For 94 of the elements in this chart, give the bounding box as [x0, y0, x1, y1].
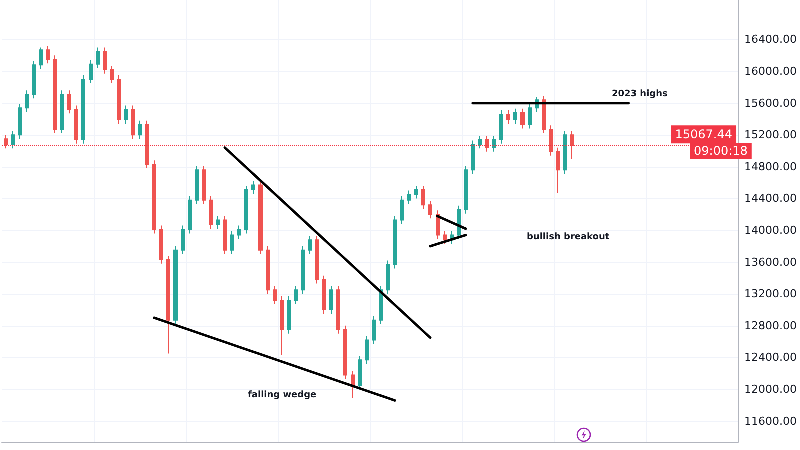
- candlestick: [195, 166, 199, 205]
- candlestick: [443, 230, 447, 245]
- candlestick: [492, 135, 496, 152]
- y-tick-label: 15600.00: [744, 96, 798, 110]
- candlestick: [96, 47, 100, 69]
- candlestick: [251, 180, 255, 194]
- y-tick-label: 16000.00: [744, 65, 798, 78]
- candlestick: [520, 108, 525, 130]
- candlestick: [18, 104, 22, 140]
- candlestick: [11, 130, 15, 150]
- candlestick: [124, 105, 128, 125]
- candlestick: [329, 286, 333, 315]
- candlestick: [117, 75, 121, 125]
- candlestick: [414, 186, 418, 200]
- y-tick-label: 15200.00: [744, 128, 798, 142]
- candlestick: [478, 135, 482, 150]
- candlestick: [188, 196, 192, 234]
- candlestick: [365, 336, 369, 365]
- candlestick: [336, 286, 340, 334]
- candlestick: [230, 230, 234, 255]
- candlestick: [542, 96, 546, 134]
- candlestick: [471, 140, 475, 175]
- candlestick: [407, 190, 411, 205]
- candlestick: [103, 47, 107, 74]
- y-tick-label: 16400.00: [744, 33, 798, 46]
- candlestick: [499, 110, 503, 144]
- candlestick: [386, 260, 390, 295]
- candlestick: [81, 75, 85, 144]
- annotation: bullish breakout: [527, 232, 610, 242]
- candlestick: [570, 130, 574, 160]
- candlestick: [25, 90, 29, 113]
- annotation: 2023 highs: [612, 90, 668, 100]
- candlestick: [556, 147, 560, 194]
- candlestick: [32, 60, 36, 100]
- candlestick: [67, 90, 71, 114]
- candlestick: [400, 196, 404, 225]
- y-tick-label: 11600.00: [744, 414, 798, 428]
- candlestick: [485, 135, 489, 152]
- candlestick: [159, 225, 163, 264]
- y-tick-label: 13200.00: [744, 288, 798, 301]
- annotation: 09:00:18: [694, 144, 748, 158]
- candlestick: [131, 105, 135, 140]
- ref-line-label: 15067.44: [675, 128, 733, 142]
- candlestick: [273, 286, 277, 305]
- candlestick: [110, 65, 114, 84]
- candlestick: [39, 47, 43, 70]
- candlestick: [506, 110, 510, 125]
- candlestick: [315, 236, 319, 284]
- candlestick: [280, 296, 284, 356]
- candlestick: [351, 370, 355, 399]
- candlestick: [152, 160, 156, 234]
- candlestick: [181, 225, 185, 255]
- candlestick: [372, 316, 376, 345]
- candlestick: [549, 125, 553, 156]
- candlestick: [258, 180, 263, 255]
- candlestick: [173, 246, 178, 325]
- candlestick: [343, 325, 347, 380]
- y-tick-label: 12400.00: [744, 351, 798, 364]
- y-tick-label: 14000.00: [744, 224, 798, 238]
- candlestick: [563, 130, 567, 175]
- candlestick: [4, 134, 8, 150]
- candlestick: [138, 120, 142, 140]
- y-tick-label: 14800.00: [744, 160, 798, 174]
- candlestick: [464, 166, 468, 214]
- candlestick: [89, 60, 93, 84]
- candlestick: [209, 196, 213, 230]
- candlestick: [237, 225, 241, 240]
- y-tick-label: 14400.00: [744, 192, 798, 206]
- candlestick: [46, 46, 50, 64]
- candlestick: [145, 120, 149, 170]
- candlestick: [60, 90, 64, 134]
- y-tick-label: 13600.00: [744, 256, 798, 269]
- candlestick: [379, 286, 383, 325]
- candlestick: [202, 166, 206, 205]
- y-tick-label: 12000.00: [744, 383, 798, 396]
- candlestick: [428, 200, 432, 220]
- y-tick-label: 12800.00: [744, 319, 798, 332]
- annotation: falling wedge: [248, 390, 317, 400]
- candlestick: [301, 246, 305, 295]
- candlestick: [421, 186, 425, 210]
- candlestick: [513, 108, 517, 125]
- candlestick: [166, 255, 170, 354]
- candlestick: [287, 296, 291, 334]
- candlestick: [528, 104, 532, 130]
- candlestick: [308, 236, 312, 255]
- candlestick: [266, 246, 270, 295]
- candlestick: [393, 216, 397, 270]
- candlestick: [244, 186, 248, 234]
- candlestick: [74, 105, 78, 144]
- candlestick: [294, 286, 298, 305]
- candlestick: [322, 275, 326, 315]
- candlestick: [53, 55, 57, 134]
- candlestick: [216, 216, 220, 230]
- candlestick: [223, 216, 227, 255]
